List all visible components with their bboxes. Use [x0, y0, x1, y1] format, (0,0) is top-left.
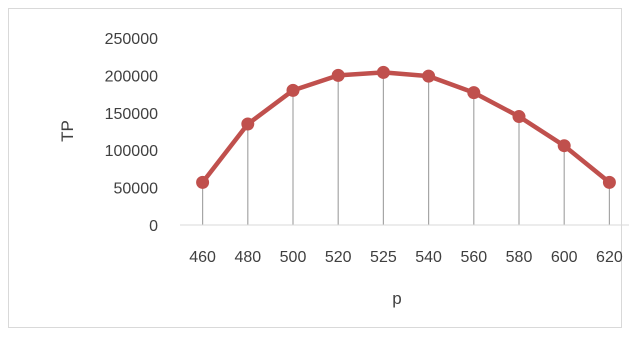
x-tick-label: 525 [370, 249, 397, 266]
data-point [196, 175, 210, 189]
y-axis-title: TP [58, 120, 77, 142]
chart-frame [8, 8, 622, 328]
x-tick-label: 460 [189, 249, 216, 266]
x-tick-label: 600 [551, 249, 578, 266]
y-tick-label: 200000 [105, 68, 158, 85]
y-tick-label: 50000 [114, 181, 159, 198]
data-point [467, 86, 481, 100]
x-tick-label: 620 [596, 249, 623, 266]
x-tick-label: 520 [325, 249, 352, 266]
data-point [422, 69, 436, 83]
x-tick-label: 480 [234, 249, 261, 266]
y-tick-label: 100000 [105, 143, 158, 160]
x-tick-label: 540 [415, 249, 442, 266]
drop-lines [202, 72, 611, 225]
data-point [376, 65, 390, 79]
data-point [331, 68, 345, 82]
x-tick-label: 580 [506, 249, 533, 266]
x-axis-title: p [392, 289, 401, 308]
x-tick-label: 560 [460, 249, 487, 266]
series-line [200, 70, 612, 185]
data-point [557, 139, 571, 153]
series-markers [196, 65, 616, 189]
x-axis-ticks: 460 480 500 520 525 540 560 580 600 620 [189, 249, 623, 266]
data-point [241, 117, 255, 131]
data-point [512, 110, 526, 124]
y-tick-label: 250000 [105, 31, 158, 48]
y-axis-ticks: 0 50000 100000 150000 200000 250000 [105, 31, 158, 235]
x-tick-label: 500 [280, 249, 307, 266]
data-point [286, 83, 300, 97]
data-point [602, 175, 616, 189]
y-tick-label: 150000 [105, 106, 158, 123]
y-tick-label: 0 [149, 218, 158, 235]
